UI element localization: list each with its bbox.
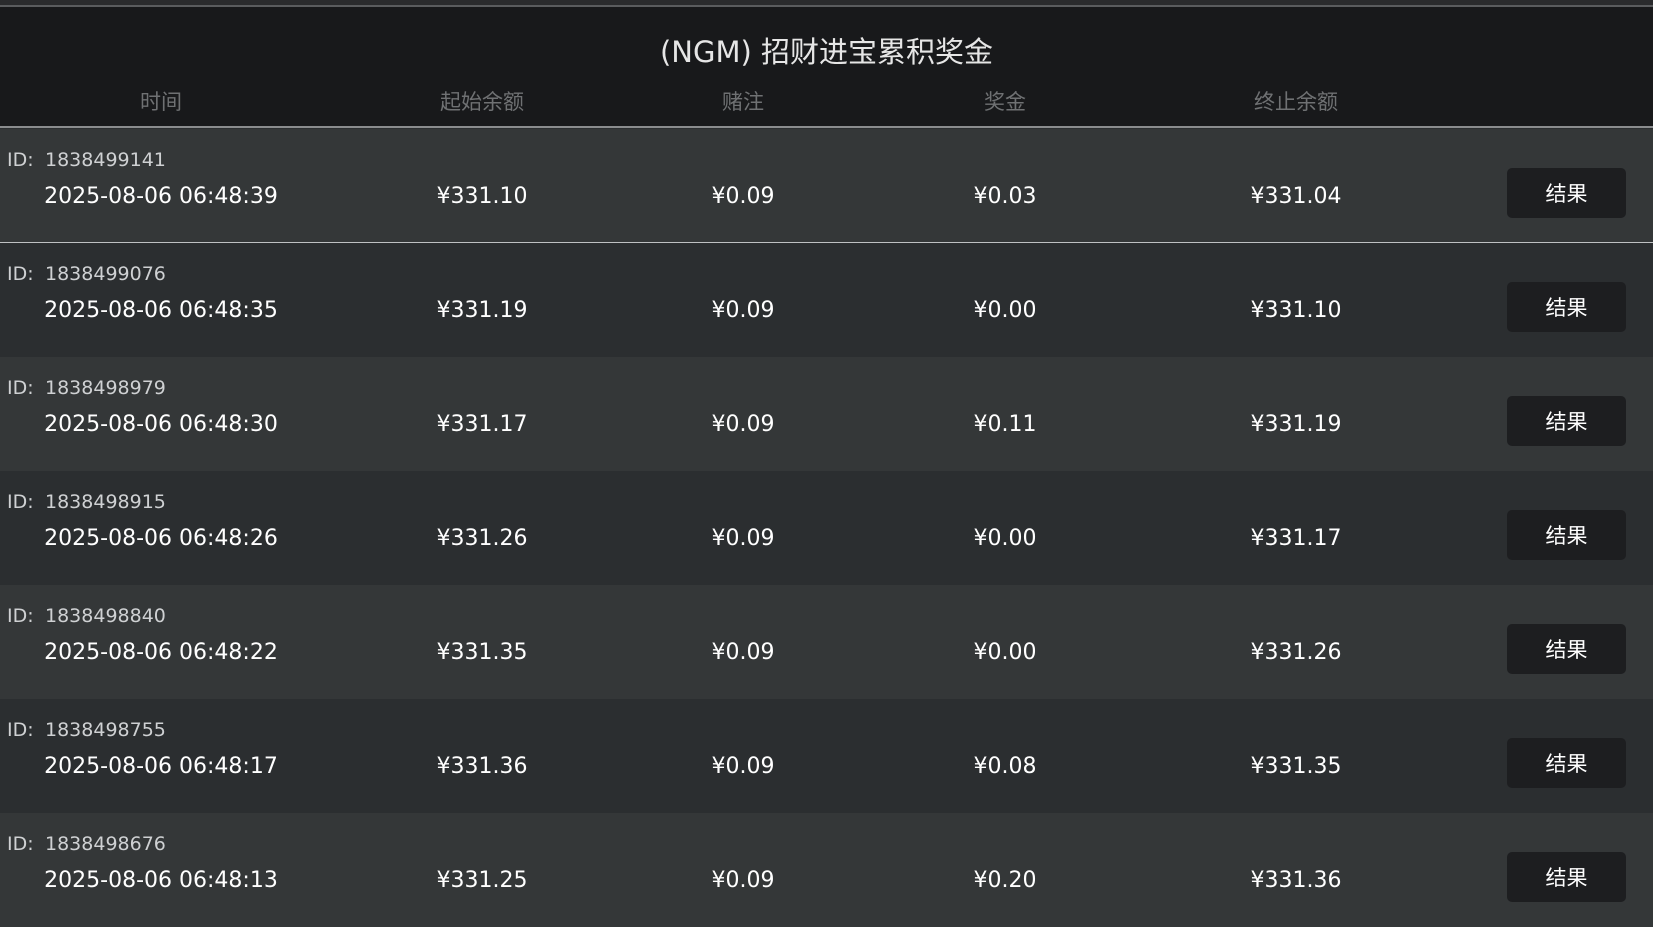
id-label: ID: <box>7 833 34 855</box>
time: 2025-08-06 06:48:13 <box>44 868 278 893</box>
result-button[interactable]: 结果 <box>1507 510 1626 560</box>
column-header: 奖金 <box>984 90 1026 114</box>
prize: ¥0.08 <box>973 754 1037 779</box>
result-button[interactable]: 结果 <box>1507 624 1626 674</box>
table-row: ID: 1838498840 2025-08-06 06:48:22 ¥331.35 ¥… <box>0 585 1653 699</box>
time: 2025-08-06 06:48:39 <box>44 184 278 209</box>
time: 2025-08-06 06:48:30 <box>44 412 278 437</box>
id-value: 1838498915 <box>45 491 166 513</box>
result-button[interactable]: 结果 <box>1507 396 1626 446</box>
result-button[interactable]: 结果 <box>1507 852 1626 902</box>
bet: ¥0.09 <box>711 298 775 323</box>
bet: ¥0.09 <box>711 868 775 893</box>
table-row: ID: 1838499141 2025-08-06 06:48:39 ¥331.10 ¥… <box>0 129 1653 243</box>
end-balance: ¥331.10 <box>1250 298 1342 323</box>
table-row: ID: 1838498979 2025-08-06 06:48:30 ¥331.17 ¥… <box>0 357 1653 471</box>
start-balance: ¥331.35 <box>436 640 528 665</box>
title: (NGM) 招财进宝累积奖金 <box>659 35 994 69</box>
start-balance: ¥331.19 <box>436 298 528 323</box>
start-balance: ¥331.26 <box>436 526 528 551</box>
prize: ¥0.20 <box>973 868 1037 893</box>
prize: ¥0.00 <box>973 526 1037 551</box>
prize: ¥0.11 <box>973 412 1037 437</box>
id-value: 1838499076 <box>45 263 166 285</box>
end-balance: ¥331.04 <box>1250 184 1342 209</box>
id-value: 1838498676 <box>45 833 166 855</box>
id-value: 1838499141 <box>45 149 166 171</box>
id-label: ID: <box>7 491 34 513</box>
column-header: 赌注 <box>722 90 764 114</box>
end-balance: ¥331.36 <box>1250 868 1342 893</box>
id-value: 1838498979 <box>45 377 166 399</box>
table-row: ID: 1838499076 2025-08-06 06:48:35 ¥331.19 ¥… <box>0 243 1653 357</box>
id-label: ID: <box>7 719 34 741</box>
table-row: ID: 1838498676 2025-08-06 06:48:13 ¥331.25 ¥… <box>0 813 1653 927</box>
table-row: ID: 1838498915 2025-08-06 06:48:26 ¥331.26 ¥… <box>0 471 1653 585</box>
bet: ¥0.09 <box>711 184 775 209</box>
id-label: ID: <box>7 377 34 399</box>
prize: ¥0.00 <box>973 640 1037 665</box>
result-button[interactable]: 结果 <box>1507 282 1626 332</box>
end-balance: ¥331.17 <box>1250 526 1342 551</box>
bet: ¥0.09 <box>711 412 775 437</box>
end-balance: ¥331.26 <box>1250 640 1342 665</box>
top-line <box>0 0 1653 7</box>
table-row: ID: 1838498755 2025-08-06 06:48:17 ¥331.36 ¥… <box>0 699 1653 813</box>
id-label: ID: <box>7 605 34 627</box>
start-balance: ¥331.10 <box>436 184 528 209</box>
bet: ¥0.09 <box>711 640 775 665</box>
end-balance: ¥331.19 <box>1250 412 1342 437</box>
start-balance: ¥331.25 <box>436 868 528 893</box>
start-balance: ¥331.36 <box>436 754 528 779</box>
end-balance: ¥331.35 <box>1250 754 1342 779</box>
id-label: ID: <box>7 149 34 171</box>
bet: ¥0.09 <box>711 754 775 779</box>
prize: ¥0.03 <box>973 184 1037 209</box>
result-button[interactable]: 结果 <box>1507 738 1626 788</box>
start-balance: ¥331.17 <box>436 412 528 437</box>
time: 2025-08-06 06:48:17 <box>44 754 278 779</box>
column-header: 起始余额 <box>440 90 524 114</box>
time: 2025-08-06 06:48:22 <box>44 640 278 665</box>
id-label: ID: <box>7 263 34 285</box>
id-value: 1838498755 <box>45 719 166 741</box>
id-value: 1838498840 <box>45 605 166 627</box>
bet: ¥0.09 <box>711 526 775 551</box>
result-button[interactable]: 结果 <box>1507 168 1626 218</box>
time: 2025-08-06 06:48:35 <box>44 298 278 323</box>
column-header: 时间 <box>140 90 182 114</box>
time: 2025-08-06 06:48:26 <box>44 526 278 551</box>
header: (NGM) 招财进宝累积奖金 时间 起始余额 赌注 奖金 终止余额 <box>0 7 1653 128</box>
column-header: 终止余额 <box>1254 90 1338 114</box>
prize: ¥0.00 <box>973 298 1037 323</box>
